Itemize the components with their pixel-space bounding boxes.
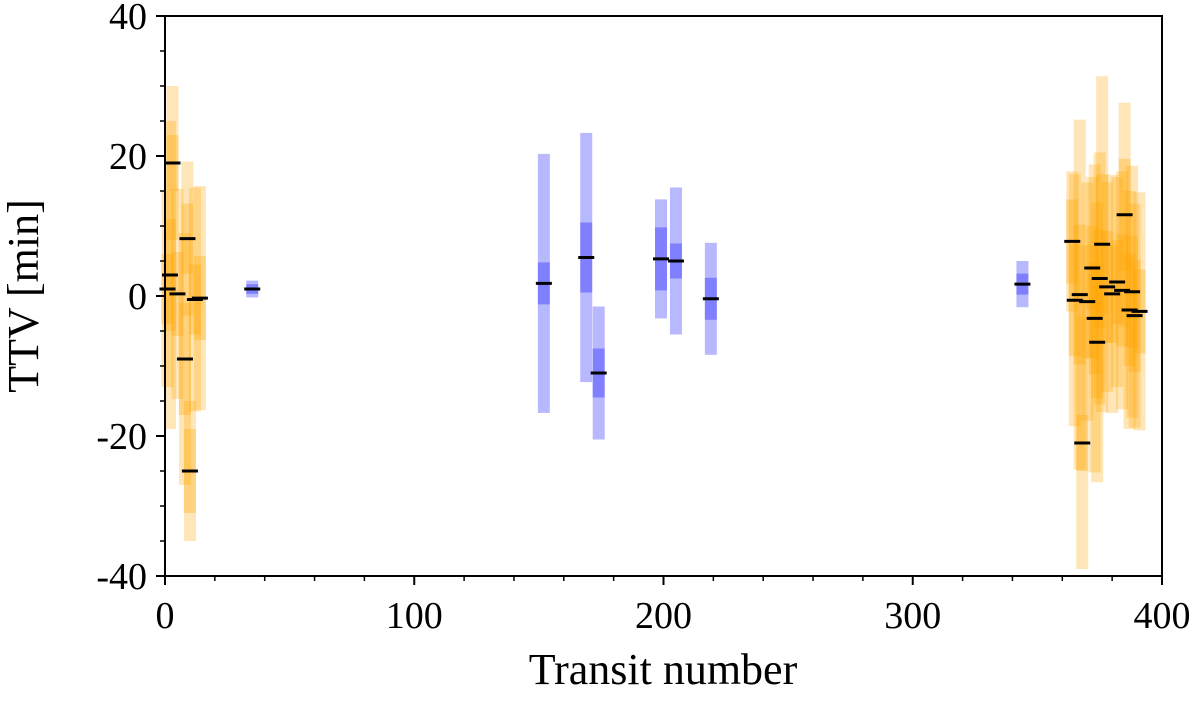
- y-tick-label: 40: [109, 0, 147, 38]
- y-tick-label: -20: [96, 416, 147, 458]
- x-tick-label: 200: [635, 595, 692, 637]
- x-tick-label: 0: [156, 595, 175, 637]
- x-axis-label: Transit number: [529, 645, 798, 694]
- y-tick-label: 20: [109, 136, 147, 178]
- x-tick-label: 300: [884, 595, 941, 637]
- x-tick-label: 400: [1134, 595, 1191, 637]
- x-tick-label: 100: [386, 595, 443, 637]
- y-tick-label: 0: [128, 276, 147, 318]
- y-tick-label: -40: [96, 556, 147, 598]
- y-axis-label: TTV [min]: [0, 199, 48, 393]
